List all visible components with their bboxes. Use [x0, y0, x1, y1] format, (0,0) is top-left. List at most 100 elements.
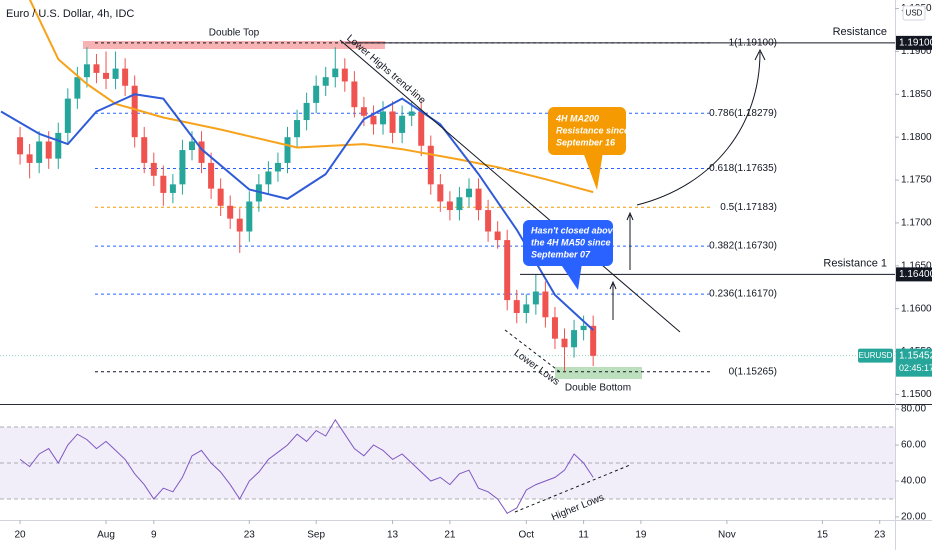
- candle-body: [456, 197, 463, 211]
- candle-body: [399, 115, 406, 133]
- x-tick-label: 20: [14, 530, 26, 541]
- candle-body: [141, 137, 148, 163]
- fib-label: 0.618(1.17635): [709, 163, 777, 174]
- candle-body: [188, 141, 195, 151]
- candle-body: [590, 325, 597, 356]
- rsi-tick-label: 40.00: [901, 476, 926, 487]
- candle-body: [465, 188, 472, 198]
- arrow-head: [626, 211, 634, 221]
- fib-label: 0.236(1.16170): [709, 289, 777, 300]
- candle-body: [494, 231, 501, 241]
- candle-body: [370, 115, 377, 125]
- fib-label: 0.382(1.16730): [709, 241, 777, 252]
- candle-body: [236, 218, 243, 232]
- callout-text: the 4H MA50 since: [531, 237, 611, 247]
- fib-label: 0.5(1.17183): [720, 202, 777, 213]
- callout-box: [523, 220, 613, 266]
- candle-body: [551, 317, 558, 339]
- y-tick-label: 1.19000: [901, 46, 932, 57]
- moving-average: [0, 93, 594, 331]
- x-tick-label: Aug: [97, 530, 115, 541]
- x-tick-label: 23: [244, 530, 256, 541]
- candle-body: [571, 330, 578, 348]
- moving-average: [28, 0, 594, 194]
- symbol-label: EURUSD: [859, 351, 893, 360]
- rsi-tick-label: 60.00: [901, 440, 926, 451]
- candle-body: [341, 68, 348, 82]
- candle-body: [561, 338, 568, 348]
- y-tick-label: 1.16000: [901, 303, 932, 314]
- resistance-name: Resistance: [833, 26, 887, 38]
- candle-body: [131, 85, 138, 138]
- candle-body: [64, 98, 71, 133]
- candle-body: [274, 162, 281, 172]
- x-tick-label: 11: [578, 530, 589, 541]
- candle-body: [389, 111, 396, 133]
- candle-body: [227, 205, 234, 219]
- arrow-head: [754, 48, 766, 61]
- fib-label: 0(1.15265): [729, 366, 777, 377]
- candle-body: [294, 120, 301, 138]
- x-tick-label: 21: [444, 530, 456, 541]
- candle-body: [255, 184, 262, 202]
- candle-body: [112, 68, 119, 79]
- double-bottom-zone: [555, 367, 642, 379]
- candle-body: [542, 291, 549, 318]
- rsi-tick-label: 20.00: [901, 512, 926, 523]
- candle-body: [160, 175, 167, 193]
- candle-body: [580, 325, 587, 331]
- main-layer: [0, 0, 597, 514]
- symbol-tag: [858, 348, 893, 363]
- candle-body: [532, 291, 539, 305]
- candle-body: [36, 141, 43, 163]
- x-tick-label: 9: [151, 530, 157, 541]
- candle-body: [179, 150, 186, 185]
- x-tick-label: 19: [635, 530, 647, 541]
- double-top-label: Double Top: [209, 28, 260, 39]
- countdown-label: 02:45:17: [899, 363, 932, 373]
- resistance-tag: [896, 267, 932, 282]
- candle-body: [427, 145, 434, 185]
- y-tick-label: 1.18000: [901, 132, 932, 143]
- fib-label: 0.786(1.18279): [709, 108, 777, 119]
- candle-body: [351, 81, 358, 108]
- y-tick-label: 1.15000: [901, 389, 932, 400]
- candle-body: [17, 137, 24, 155]
- candle-body: [122, 68, 129, 86]
- candle-body: [217, 188, 224, 206]
- candle-body: [475, 188, 482, 211]
- candle-body: [332, 68, 339, 78]
- double-bottom-label: Double Bottom: [565, 383, 631, 394]
- x-tick-label: 15: [817, 530, 829, 541]
- candle-body: [380, 111, 387, 125]
- candle-body: [513, 300, 520, 313]
- candle-body: [446, 201, 453, 211]
- x-tick-label: 23: [874, 530, 886, 541]
- callout-text: September 16: [556, 137, 616, 147]
- candle-body: [45, 141, 52, 159]
- candle-body: [26, 154, 33, 163]
- currency-box[interactable]: [902, 5, 926, 21]
- candle-body: [55, 132, 62, 159]
- candle-body: [504, 240, 511, 301]
- y-tick-label: 1.17000: [901, 218, 932, 229]
- candle-body: [246, 201, 253, 232]
- candle-body: [322, 77, 329, 86]
- trend-line: [339, 39, 681, 333]
- candle-body: [303, 102, 310, 121]
- y-tick-label: 1.18500: [901, 89, 932, 100]
- callout-pointer: [583, 152, 603, 190]
- candle-body: [523, 304, 530, 313]
- candle-body: [437, 184, 444, 202]
- candle-body: [169, 184, 176, 193]
- x-tick-label: Nov: [718, 530, 736, 541]
- candle-body: [418, 111, 425, 146]
- x-tick-label: Sep: [307, 530, 325, 541]
- resistance-tag-label: 1.16400: [899, 269, 932, 280]
- rsi-tick-label: 80.00: [901, 404, 926, 415]
- callout-pointer: [560, 263, 582, 290]
- projection-arrow: [636, 51, 761, 206]
- chart-title: Euro / U.S. Dollar, 4h, IDC: [6, 8, 134, 20]
- resistance-name: Resistance 1: [823, 257, 887, 269]
